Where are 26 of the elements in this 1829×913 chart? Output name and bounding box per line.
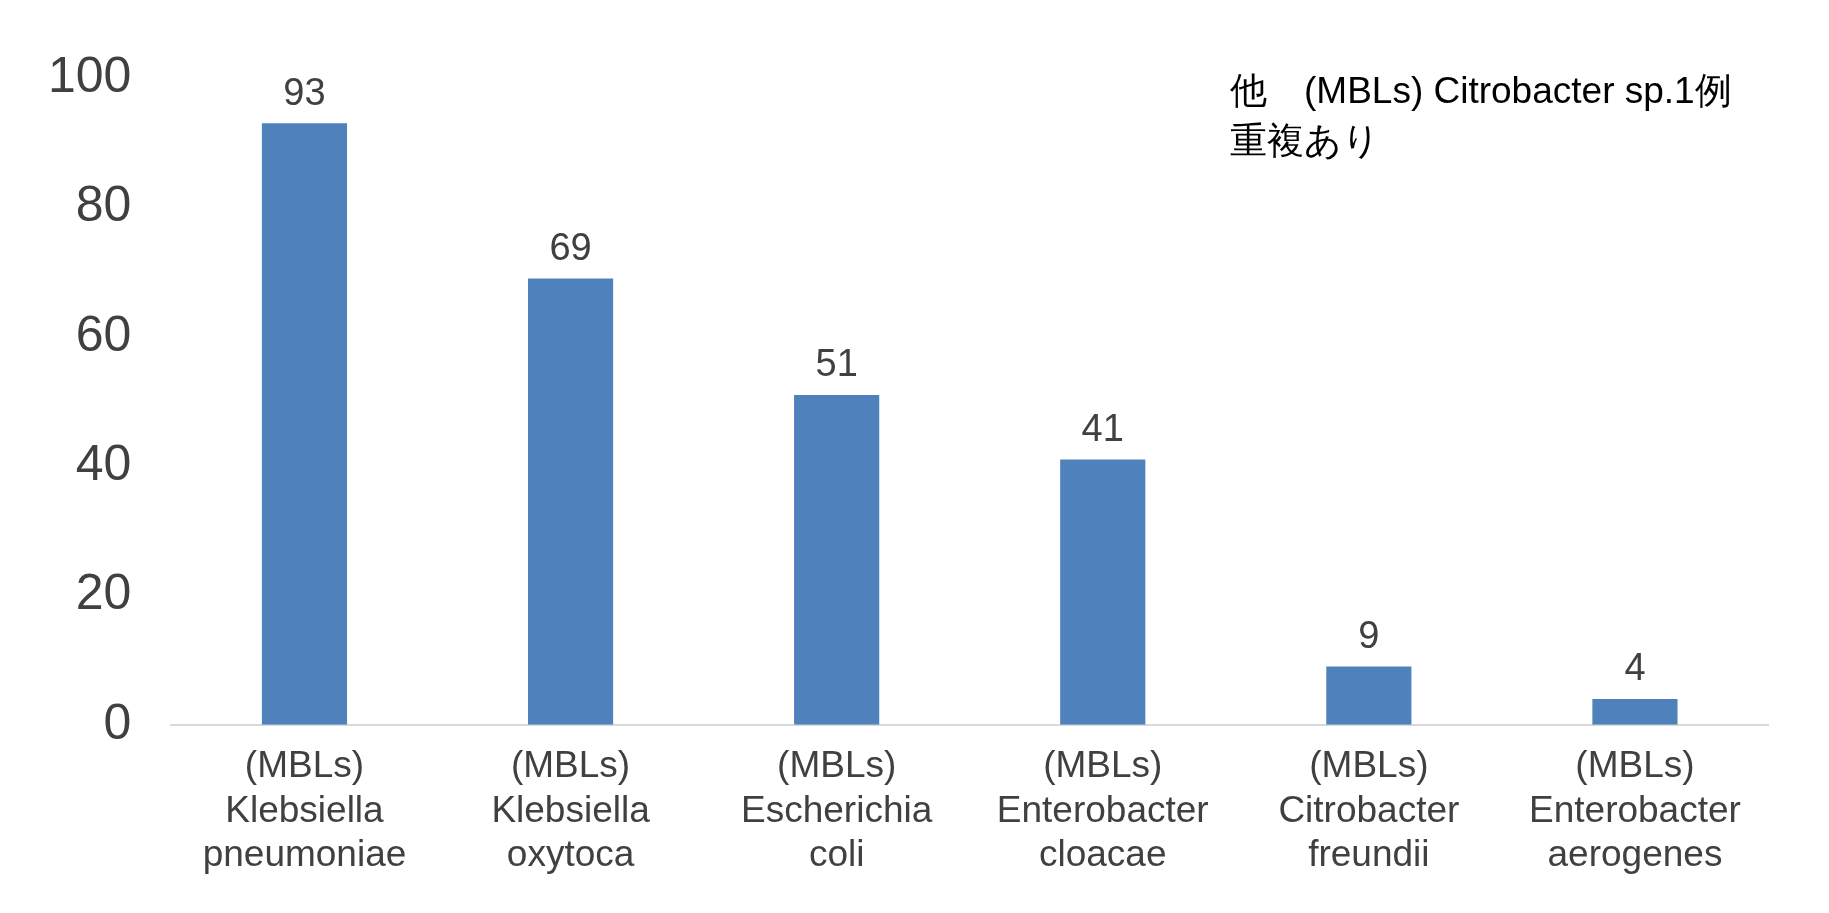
data-label: 93 xyxy=(283,70,326,113)
bar xyxy=(1592,698,1678,725)
data-label: 51 xyxy=(815,342,858,385)
y-tick-label: 100 xyxy=(47,46,132,103)
annotation: 重複あり xyxy=(1230,119,1380,163)
y-tick-label: 20 xyxy=(75,564,132,621)
bar xyxy=(1326,666,1412,725)
y-tick-label: 60 xyxy=(75,305,132,362)
x-tick-label: (MBLs) Klebsiella oxytoca xyxy=(491,744,651,874)
x-tick-label: (MBLs) Enterobacter cloacae xyxy=(996,744,1209,874)
x-tick-label: (MBLs) Escherichia coli xyxy=(741,744,933,874)
y-tick-label: 80 xyxy=(75,176,132,233)
x-tick-label: (MBLs) Klebsiella pneumoniae xyxy=(202,744,407,874)
x-tick-label: (MBLs) Enterobacter aerogenes xyxy=(1529,744,1741,874)
bar xyxy=(261,123,348,725)
annotation: 他 (MBLs) Citrobacter sp.1例 xyxy=(1230,69,1732,113)
data-label: 69 xyxy=(549,225,592,268)
bar xyxy=(1060,459,1146,725)
bar xyxy=(794,394,880,725)
x-tick-label: (MBLs) Citrobacter freundii xyxy=(1278,744,1460,874)
data-label: 4 xyxy=(1624,646,1646,689)
bar xyxy=(527,278,614,725)
y-tick-label: 0 xyxy=(103,693,132,750)
data-label: 41 xyxy=(1081,407,1124,450)
data-label: 9 xyxy=(1358,614,1380,657)
y-tick-label: 40 xyxy=(75,434,132,491)
